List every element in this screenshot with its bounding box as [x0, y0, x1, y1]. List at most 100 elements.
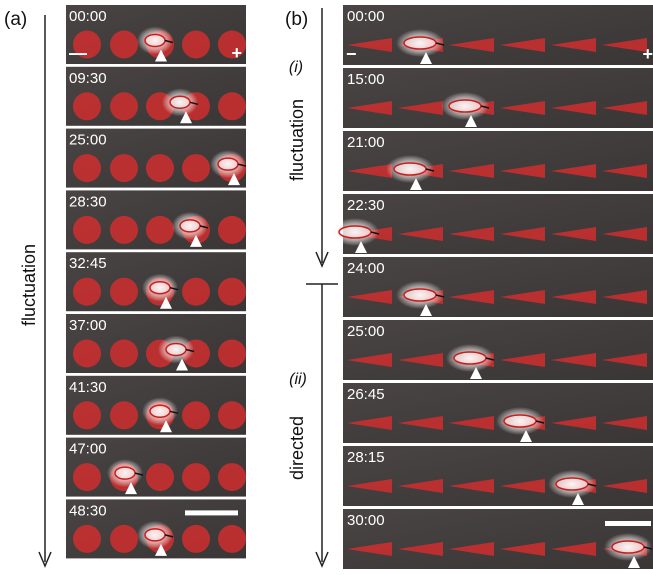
timestamp: 09:30 [69, 70, 107, 87]
cell [145, 529, 165, 541]
minus-sign: — [69, 43, 87, 63]
timestamp: 28:30 [69, 193, 107, 210]
phase-label: (i) [289, 59, 303, 76]
frame: 21:00 [343, 131, 653, 191]
frame: 15:00 [343, 68, 653, 128]
micropattern-dot [146, 154, 174, 182]
frame-bg [343, 194, 653, 254]
micropattern-dot [146, 463, 174, 491]
timestamp: 25:00 [69, 132, 107, 149]
timestamp: 48:30 [69, 502, 107, 519]
timestamp: 00:00 [69, 8, 107, 25]
timestamp: 47:00 [69, 441, 107, 458]
frame: 48:30 [66, 499, 246, 558]
frame: 30:00 [343, 509, 653, 569]
cell [218, 158, 238, 170]
micropattern-dot [218, 278, 246, 306]
frame-bg [343, 68, 653, 128]
cell [166, 344, 186, 356]
micropattern-dot [110, 31, 138, 59]
cell [145, 35, 165, 47]
micropattern-dot [110, 525, 138, 553]
scale-bar [185, 510, 238, 515]
frame: 47:00 [66, 438, 246, 497]
micropattern-dot [73, 154, 101, 182]
micropattern-dot [218, 525, 246, 553]
cell [115, 467, 135, 479]
timestamp: 30:00 [347, 512, 385, 529]
micropattern-dot [110, 154, 138, 182]
phase-label: (ii) [289, 371, 307, 388]
timestamp: 22:30 [347, 197, 385, 214]
micropattern-dot [182, 525, 210, 553]
minus-sign: − [346, 44, 357, 64]
cell [449, 100, 481, 112]
timestamp: 41:30 [69, 379, 107, 396]
micropattern-dot [218, 92, 246, 120]
micropattern-dot [110, 278, 138, 306]
frame: 28:30 [66, 190, 246, 249]
frame: 09:30 [66, 67, 246, 126]
cell [454, 352, 486, 364]
timestamp: 25:00 [347, 323, 385, 340]
micropattern-dot [73, 340, 101, 368]
cell [404, 289, 436, 301]
micropattern-dot [182, 278, 210, 306]
frame: 26:45 [343, 383, 653, 443]
axis-label: fluctuation [19, 244, 39, 326]
micropattern-dot [73, 278, 101, 306]
micropattern-dot [110, 92, 138, 120]
cell [556, 478, 588, 490]
frame-bg [343, 446, 653, 506]
cell [170, 96, 190, 108]
figure: (a) (b) fluctuation (i) fluctuation (ii)… [0, 0, 653, 575]
frame-bg [343, 131, 653, 191]
micropattern-dot [182, 31, 210, 59]
frame: 25:00 [343, 320, 653, 380]
cell [339, 226, 371, 238]
micropattern-dot [110, 340, 138, 368]
cell [404, 37, 436, 49]
micropattern-dot [218, 463, 246, 491]
frame-bg [343, 257, 653, 317]
micropattern-dot [182, 463, 210, 491]
axis-label: directed [287, 416, 307, 480]
frame: 22:30 [331, 194, 653, 254]
micropattern-dot [218, 216, 246, 244]
timestamp: 28:15 [347, 449, 385, 466]
cell [504, 415, 536, 427]
cell [180, 220, 200, 232]
arrow-b2 [306, 284, 338, 566]
micropattern-dot [110, 401, 138, 429]
micropattern-dot [73, 92, 101, 120]
frame: 37:00 [66, 314, 246, 373]
micropattern-dot [182, 154, 210, 182]
micropattern-dot [218, 340, 246, 368]
timestamp: 21:00 [347, 134, 385, 151]
plus-sign: + [231, 43, 242, 63]
timestamp: 00:00 [347, 8, 385, 25]
frame: 32:45 [66, 252, 246, 311]
micropattern-dot [73, 463, 101, 491]
axis-label: fluctuation [287, 99, 307, 181]
panel-label: (a) [4, 9, 27, 30]
frame: 28:15 [343, 446, 653, 506]
micropattern-dot [218, 401, 246, 429]
frame-bg [343, 383, 653, 443]
scale-bar [605, 521, 651, 526]
cell [394, 163, 426, 175]
plus-sign: + [642, 44, 653, 64]
cell [612, 541, 644, 553]
cell [150, 405, 170, 417]
panel-label: (b) [285, 9, 308, 30]
frame-bg [343, 509, 653, 569]
arrow-a [39, 15, 51, 566]
timestamp: 24:00 [347, 260, 385, 277]
timestamp: 37:00 [69, 317, 107, 334]
timestamp: 32:45 [69, 255, 107, 272]
cell [150, 282, 170, 294]
micropattern-dot [73, 401, 101, 429]
timestamp: 15:00 [347, 71, 385, 88]
timestamp: 26:45 [347, 386, 385, 403]
frame: 00:00 − + [343, 5, 653, 65]
